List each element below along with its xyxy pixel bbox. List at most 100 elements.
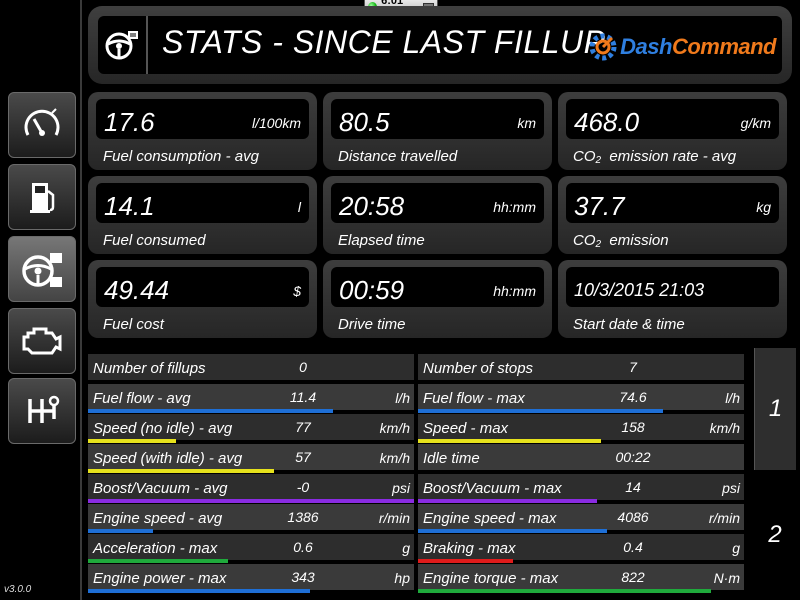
stat-unit: l/h <box>395 390 410 406</box>
row-background <box>418 534 744 560</box>
tile-value-box: 20:58 hh:mm <box>331 183 544 223</box>
dashcommand-logo: DashCommand <box>588 30 777 64</box>
stat-value: 4086 <box>617 509 649 525</box>
nav-gauge-button[interactable] <box>8 92 76 158</box>
tile-value-box: 49.44 $ <box>96 267 309 307</box>
engine-icon <box>22 327 62 355</box>
tile-unit: hh:mm <box>493 283 536 299</box>
stat-row-left: Acceleration - max 0.6 g <box>88 532 414 563</box>
stat-tile: 49.44 $ Fuel cost <box>88 260 317 338</box>
stat-unit: r/min <box>708 510 740 526</box>
tile-unit: hh:mm <box>493 199 536 215</box>
table-row: Engine power - max 343 hp Engine torque - m… <box>88 562 748 593</box>
stat-unit: psi <box>722 480 740 496</box>
stat-row-right: Number of stops 7 <box>418 352 744 382</box>
page-tab-1[interactable]: 1 <box>754 348 796 470</box>
page-title: STATS - SINCE LAST FILLUP <box>162 24 606 60</box>
gauge-icon <box>24 108 60 136</box>
stat-bar <box>88 409 333 413</box>
stat-bar <box>418 499 597 503</box>
gear-logo-icon <box>589 33 617 61</box>
stat-unit: r/min <box>378 510 410 526</box>
stat-bar <box>418 409 663 413</box>
row-background <box>88 474 414 500</box>
stat-bar <box>418 439 601 443</box>
stat-value: 0.4 <box>623 539 643 555</box>
stat-value: 77 <box>295 419 311 435</box>
row-background <box>88 504 414 530</box>
stat-unit: psi <box>392 480 410 496</box>
steering-wheel-stats-icon <box>98 16 148 74</box>
stat-name: Number of fillups <box>93 360 206 377</box>
stat-tile: 10/3/2015 21:03 Start date & time <box>558 260 787 338</box>
stat-value: 57 <box>295 449 311 465</box>
header-panel: STATS - SINCE LAST FILLUP DashCommand <box>88 6 792 84</box>
tile-value-box: 14.1 l <box>96 183 309 223</box>
stat-row-right: Speed - max 158 km/h <box>418 412 744 443</box>
tile-label: Elapsed time <box>338 232 425 249</box>
table-row: Fuel flow - avg 11.4 l/h Fuel flow - max 74.… <box>88 382 748 413</box>
tile-label: CO2 emission rate - avg <box>573 148 737 166</box>
stat-bar <box>418 589 711 593</box>
row-background <box>88 414 414 440</box>
tile-value: 17.6 <box>104 107 155 137</box>
nav-stats-button[interactable] <box>8 236 76 302</box>
stat-unit: l/h <box>725 390 740 406</box>
stat-name: Engine speed - max <box>423 510 557 527</box>
tile-value: 10/3/2015 21:03 <box>574 280 705 300</box>
sidebar-divider <box>80 0 82 600</box>
page-tab-2[interactable]: 2 <box>768 521 782 548</box>
stat-name: Idle time <box>423 450 480 467</box>
stat-unit: g <box>732 540 740 556</box>
row-background <box>88 534 414 560</box>
gear-shift-icon <box>28 395 60 423</box>
stat-name: Speed (with idle) - avg <box>93 450 243 467</box>
stat-name: Engine power - max <box>93 570 227 587</box>
row-background <box>418 414 744 440</box>
stat-value: 822 <box>621 569 645 585</box>
stat-value: 14 <box>625 479 641 495</box>
stat-unit: km/h <box>379 450 410 466</box>
tile-unit: l <box>297 199 301 215</box>
tile-label: Distance travelled <box>338 148 458 165</box>
stat-value: -0 <box>296 479 310 495</box>
stat-row-right: Engine torque - max 822 N·m <box>418 562 744 593</box>
stat-bar <box>88 469 274 473</box>
stat-name: Fuel flow - max <box>423 390 525 407</box>
row-background <box>418 474 744 500</box>
header-inner: STATS - SINCE LAST FILLUP DashCommand <box>98 16 782 74</box>
stat-name: Fuel flow - avg <box>93 390 191 407</box>
stat-bar <box>88 499 414 503</box>
stat-value: 7 <box>629 359 637 375</box>
brand-command-text: Command <box>671 34 777 59</box>
stat-row-left: Engine speed - avg 1386 r/min <box>88 502 414 533</box>
nav-engine-button[interactable] <box>8 308 76 374</box>
stat-name: Number of stops <box>423 360 534 377</box>
tile-value-box: 468.0 g/km <box>566 99 779 139</box>
steering-wheel-stats-icon <box>22 253 62 287</box>
table-row: Acceleration - max 0.6 g Braking - max 0.4 g <box>88 532 748 563</box>
stat-row-right: Idle time 00:22 <box>418 442 744 472</box>
nav-fuel-button[interactable] <box>8 164 76 230</box>
stat-tile: 00:59 hh:mm Drive time <box>323 260 552 338</box>
stat-name: Boost/Vacuum - avg <box>93 480 228 497</box>
row-background <box>418 354 744 380</box>
stat-bar <box>418 529 607 533</box>
stat-bar <box>88 529 153 533</box>
stat-name: Acceleration - max <box>93 540 218 557</box>
stat-tile: 14.1 l Fuel consumed <box>88 176 317 254</box>
nav-transmission-button[interactable] <box>8 378 76 444</box>
tile-value: 49.44 <box>104 275 170 305</box>
stat-name: Braking - max <box>423 540 516 557</box>
tile-value: 20:58 <box>339 191 405 221</box>
tile-unit: kg <box>756 199 771 215</box>
row-background <box>88 384 414 410</box>
tile-value-box: 00:59 hh:mm <box>331 267 544 307</box>
stat-unit: km/h <box>379 420 410 436</box>
tile-unit: g/km <box>740 115 771 131</box>
stat-row-right: Engine speed - max 4086 r/min <box>418 502 744 533</box>
stat-unit: N·m <box>713 570 740 586</box>
stat-bar <box>88 589 310 593</box>
tile-value: 468.0 <box>574 107 640 137</box>
stat-row-left: Number of fillups 0 <box>88 352 414 382</box>
